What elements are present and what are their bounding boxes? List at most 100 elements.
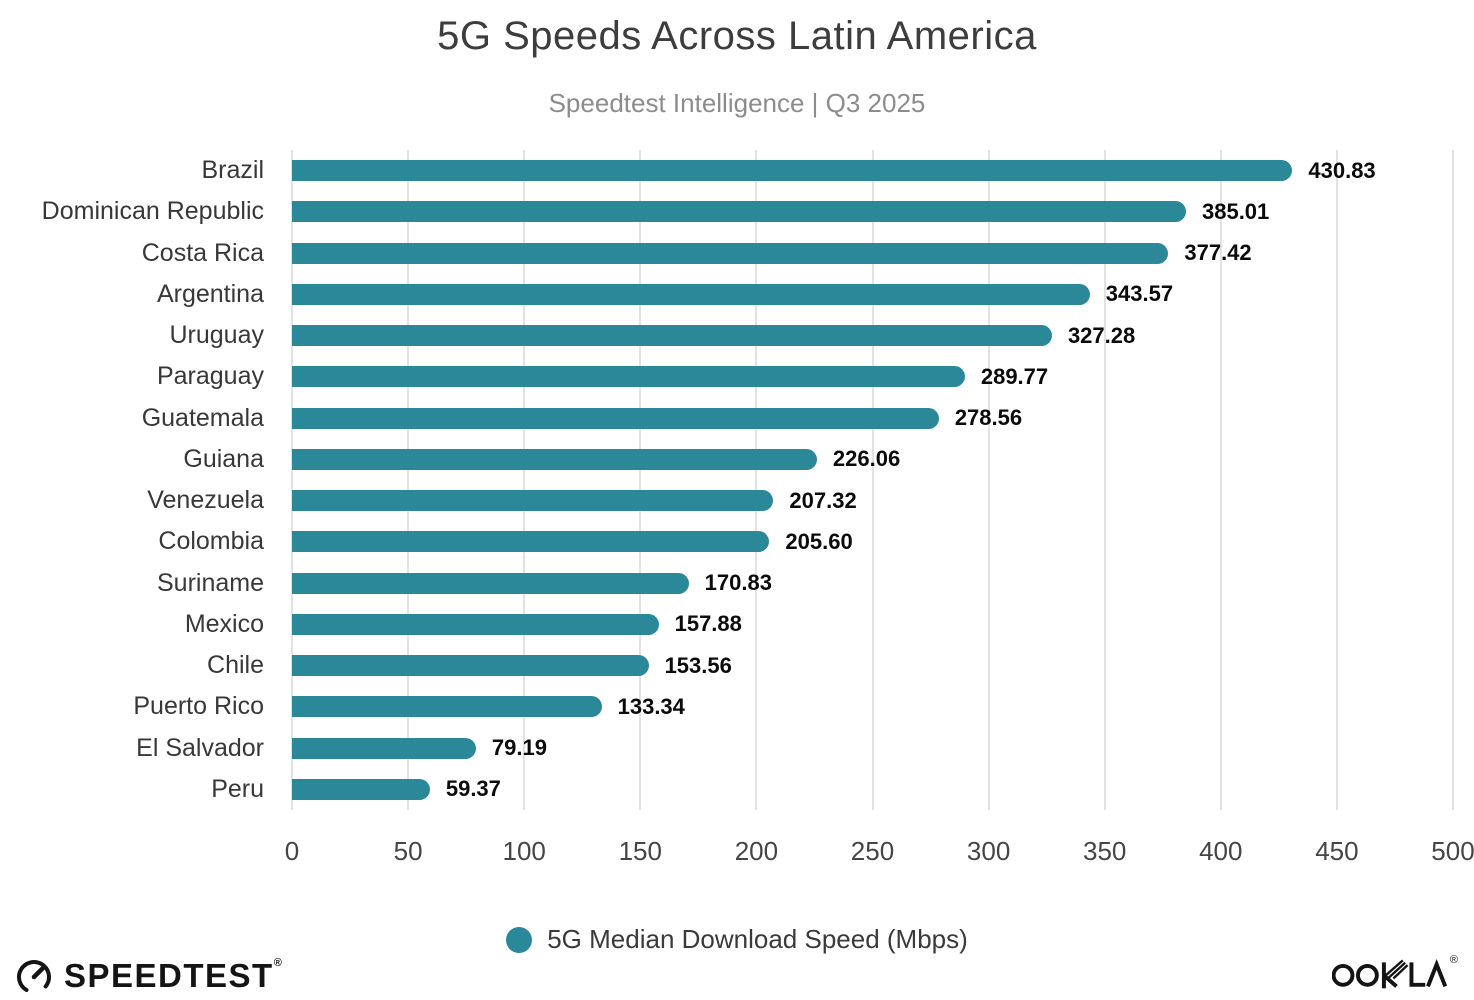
bar-row: Colombia 205.60 (158, 521, 1453, 562)
bar-row: Puerto Rico 133.34 (133, 686, 1453, 727)
bar (292, 490, 774, 512)
bar-value-label: 377.42 (1184, 240, 1252, 266)
category-label: Brazil (201, 156, 264, 185)
bar-row: Dominican Republic 385.01 (42, 191, 1453, 232)
category-label: Dominican Republic (41, 197, 264, 226)
bar-row: Venezuela 207.32 (147, 480, 1453, 521)
legend-label: 5G Median Download Speed (Mbps) (547, 924, 968, 954)
category-label: Uruguay (169, 321, 265, 350)
gridline (1103, 150, 1106, 810)
gridline (1219, 150, 1222, 810)
category-label: Costa Rica (141, 238, 264, 267)
category-label: Guiana (183, 444, 264, 473)
x-tick-label: 200 (734, 836, 779, 866)
bar-value-label: 170.83 (704, 570, 772, 596)
gridline (987, 150, 990, 810)
bar-value-label: 289.77 (980, 363, 1049, 389)
bar-value-label: 343.57 (1105, 281, 1174, 307)
bar (292, 283, 1090, 305)
ookla-logo: ® (1331, 954, 1458, 992)
ookla-reg-mark: ® (1449, 954, 1458, 966)
bar-value-label: 157.88 (674, 611, 742, 637)
chart-subtitle: Speedtest Intelligence | Q3 2025 (548, 88, 926, 118)
category-label: Argentina (156, 279, 264, 308)
bar-value-label: 430.83 (1308, 157, 1376, 183)
speedtest-reg-mark: ® (273, 957, 284, 969)
gridline (523, 150, 526, 810)
category-label: Guatemala (141, 403, 264, 432)
x-axis: 0 50 100 150 200 250 300 350 400 450 500 (285, 836, 1474, 876)
gridline (871, 150, 874, 810)
bar-value-label: 385.01 (1201, 198, 1270, 224)
bar-row: Guiana 226.06 (183, 439, 1453, 480)
bar-row: Paraguay 289.77 (157, 356, 1453, 397)
category-label: El Salvador (136, 733, 264, 762)
category-label: Peru (211, 774, 264, 803)
x-tick-label: 500 (1431, 836, 1474, 866)
bar-row: El Salvador 79.19 (136, 728, 1453, 769)
x-tick-label: 150 (618, 836, 662, 866)
category-label: Chile (207, 651, 264, 680)
gridline (639, 150, 642, 810)
bar-value-label: 278.56 (954, 405, 1023, 431)
bar-value-label: 79.19 (491, 735, 547, 761)
bar-row: Mexico 157.88 (185, 604, 1453, 645)
speedtest-wordmark: SPEEDTEST® (64, 957, 284, 994)
gridline (291, 150, 293, 810)
bar-value-label: 59.37 (445, 776, 501, 802)
bar (292, 696, 602, 718)
gridline (755, 150, 758, 810)
x-tick-label: 350 (1082, 836, 1127, 866)
bar-value-label: 207.32 (789, 487, 857, 513)
legend-dot-icon (506, 926, 533, 953)
bar-row: Uruguay 327.28 (170, 315, 1453, 356)
bar (292, 448, 817, 470)
gridline (407, 150, 410, 810)
ookla-wordmark-icon (1331, 954, 1450, 992)
bar (292, 242, 1169, 264)
bar-row: Guatemala 278.56 (142, 398, 1453, 439)
category-label: Venezuela (147, 486, 264, 515)
x-tick-label: 400 (1199, 836, 1243, 866)
bar-value-label: 153.56 (664, 652, 732, 678)
bar-row: Peru 59.37 (211, 769, 1453, 810)
speedtest-logo: SPEEDTEST® (14, 956, 283, 996)
bar (292, 572, 689, 594)
x-tick-label: 450 (1315, 836, 1359, 866)
category-label: Puerto Rico (133, 692, 264, 721)
bar (292, 778, 430, 800)
x-tick-label: 100 (502, 836, 546, 866)
bar-value-label: 226.06 (832, 446, 901, 472)
bar (292, 407, 939, 429)
x-tick-label: 50 (393, 836, 423, 866)
bar (292, 531, 770, 553)
bar-value-label: 327.28 (1067, 322, 1136, 348)
gridline (1452, 150, 1454, 810)
gridline (1335, 150, 1338, 810)
bar-row: Costa Rica 377.42 (142, 233, 1453, 274)
speedometer-icon (14, 956, 54, 996)
plot-area: Brazil 430.83 Dominican Republic 385.01 Cost… (42, 150, 1454, 810)
bar (292, 366, 965, 388)
category-label: Paraguay (156, 362, 264, 391)
bar-row: Brazil 430.83 (201, 150, 1453, 191)
x-tick-label: 300 (966, 836, 1011, 866)
category-label: Suriname (157, 568, 264, 597)
bar (292, 201, 1186, 223)
bar-row: Chile 153.56 (207, 645, 1453, 686)
bar-value-label: 205.60 (785, 528, 853, 554)
bar (292, 737, 476, 759)
bar-row: Argentina 343.57 (157, 274, 1453, 315)
bar (292, 655, 649, 677)
bar (292, 613, 659, 635)
x-tick-label: 250 (850, 836, 895, 866)
bar-row: Suriname 170.83 (157, 563, 1453, 604)
chart-title: 5G Speeds Across Latin America (437, 14, 1037, 58)
bar-value-label: 133.34 (617, 693, 685, 719)
category-label: Mexico (184, 609, 264, 638)
legend: 5G Median Download Speed (Mbps) (0, 924, 1474, 955)
bar (292, 325, 1052, 347)
x-tick-label: 0 (284, 836, 300, 866)
bar (292, 160, 1293, 182)
